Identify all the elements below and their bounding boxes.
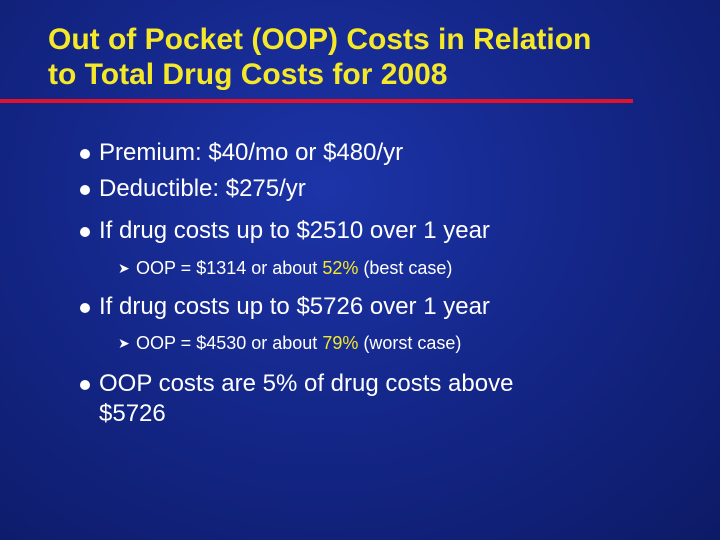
bullet-text: If drug costs up to $5726 over 1 year: [99, 293, 490, 320]
title-underline: [0, 99, 633, 103]
sub-bullet-oop-best-case: ➤ OOP = $1314 or about 52% (best case): [118, 256, 452, 280]
sub-bullet-suffix: (best case): [358, 258, 453, 278]
percentage-highlight: 52%: [322, 258, 359, 278]
sub-bullet-prefix: OOP = $4530 or about: [136, 333, 323, 353]
title-line-1: Out of Pocket (OOP) Costs in Relation: [48, 23, 592, 56]
round-bullet-icon: [80, 380, 90, 390]
round-bullet-icon: [80, 185, 90, 195]
sub-bullet-text: OOP = $4530 or about 79% (worst case): [136, 331, 461, 355]
round-bullet-icon: [80, 227, 90, 237]
bullet-text-line-1: OOP costs are 5% of drug costs above: [99, 370, 514, 397]
round-bullet-icon: [80, 303, 90, 313]
bullet-drug-costs-5726: If drug costs up to $5726 over 1 year: [80, 292, 490, 322]
bullet-text: Deductible: $275/yr: [99, 175, 306, 202]
bullet-premium: Premium: $40/mo or $480/yr: [80, 138, 403, 168]
title-line-2: to Total Drug Costs for 2008: [48, 58, 448, 91]
bullet-oop-above-threshold: OOP costs are 5% of drug costs above $57…: [80, 369, 513, 429]
bullet-deductible: Deductible: $275/yr: [80, 174, 306, 204]
bullet-text: If drug costs up to $2510 over 1 year: [99, 217, 490, 244]
sub-bullet-suffix: (worst case): [358, 333, 462, 353]
sub-bullet-text: OOP = $1314 or about 52% (best case): [136, 256, 452, 280]
bullet-text: OOP costs are 5% of drug costs above $57…: [99, 369, 513, 429]
bullet-drug-costs-2510: If drug costs up to $2510 over 1 year: [80, 216, 490, 246]
arrow-bullet-icon: ➤: [118, 335, 130, 351]
sub-bullet-oop-worst-case: ➤ OOP = $4530 or about 79% (worst case): [118, 331, 461, 355]
bullet-text: Premium: $40/mo or $480/yr: [99, 139, 404, 166]
percentage-highlight: 79%: [322, 333, 359, 353]
sub-bullet-prefix: OOP = $1314 or about: [136, 258, 323, 278]
arrow-bullet-icon: ➤: [118, 260, 130, 276]
bullet-text-line-2: $5726: [99, 400, 166, 427]
round-bullet-icon: [80, 149, 90, 159]
slide-title: Out of Pocket (OOP) Costs in Relation to…: [48, 22, 708, 92]
